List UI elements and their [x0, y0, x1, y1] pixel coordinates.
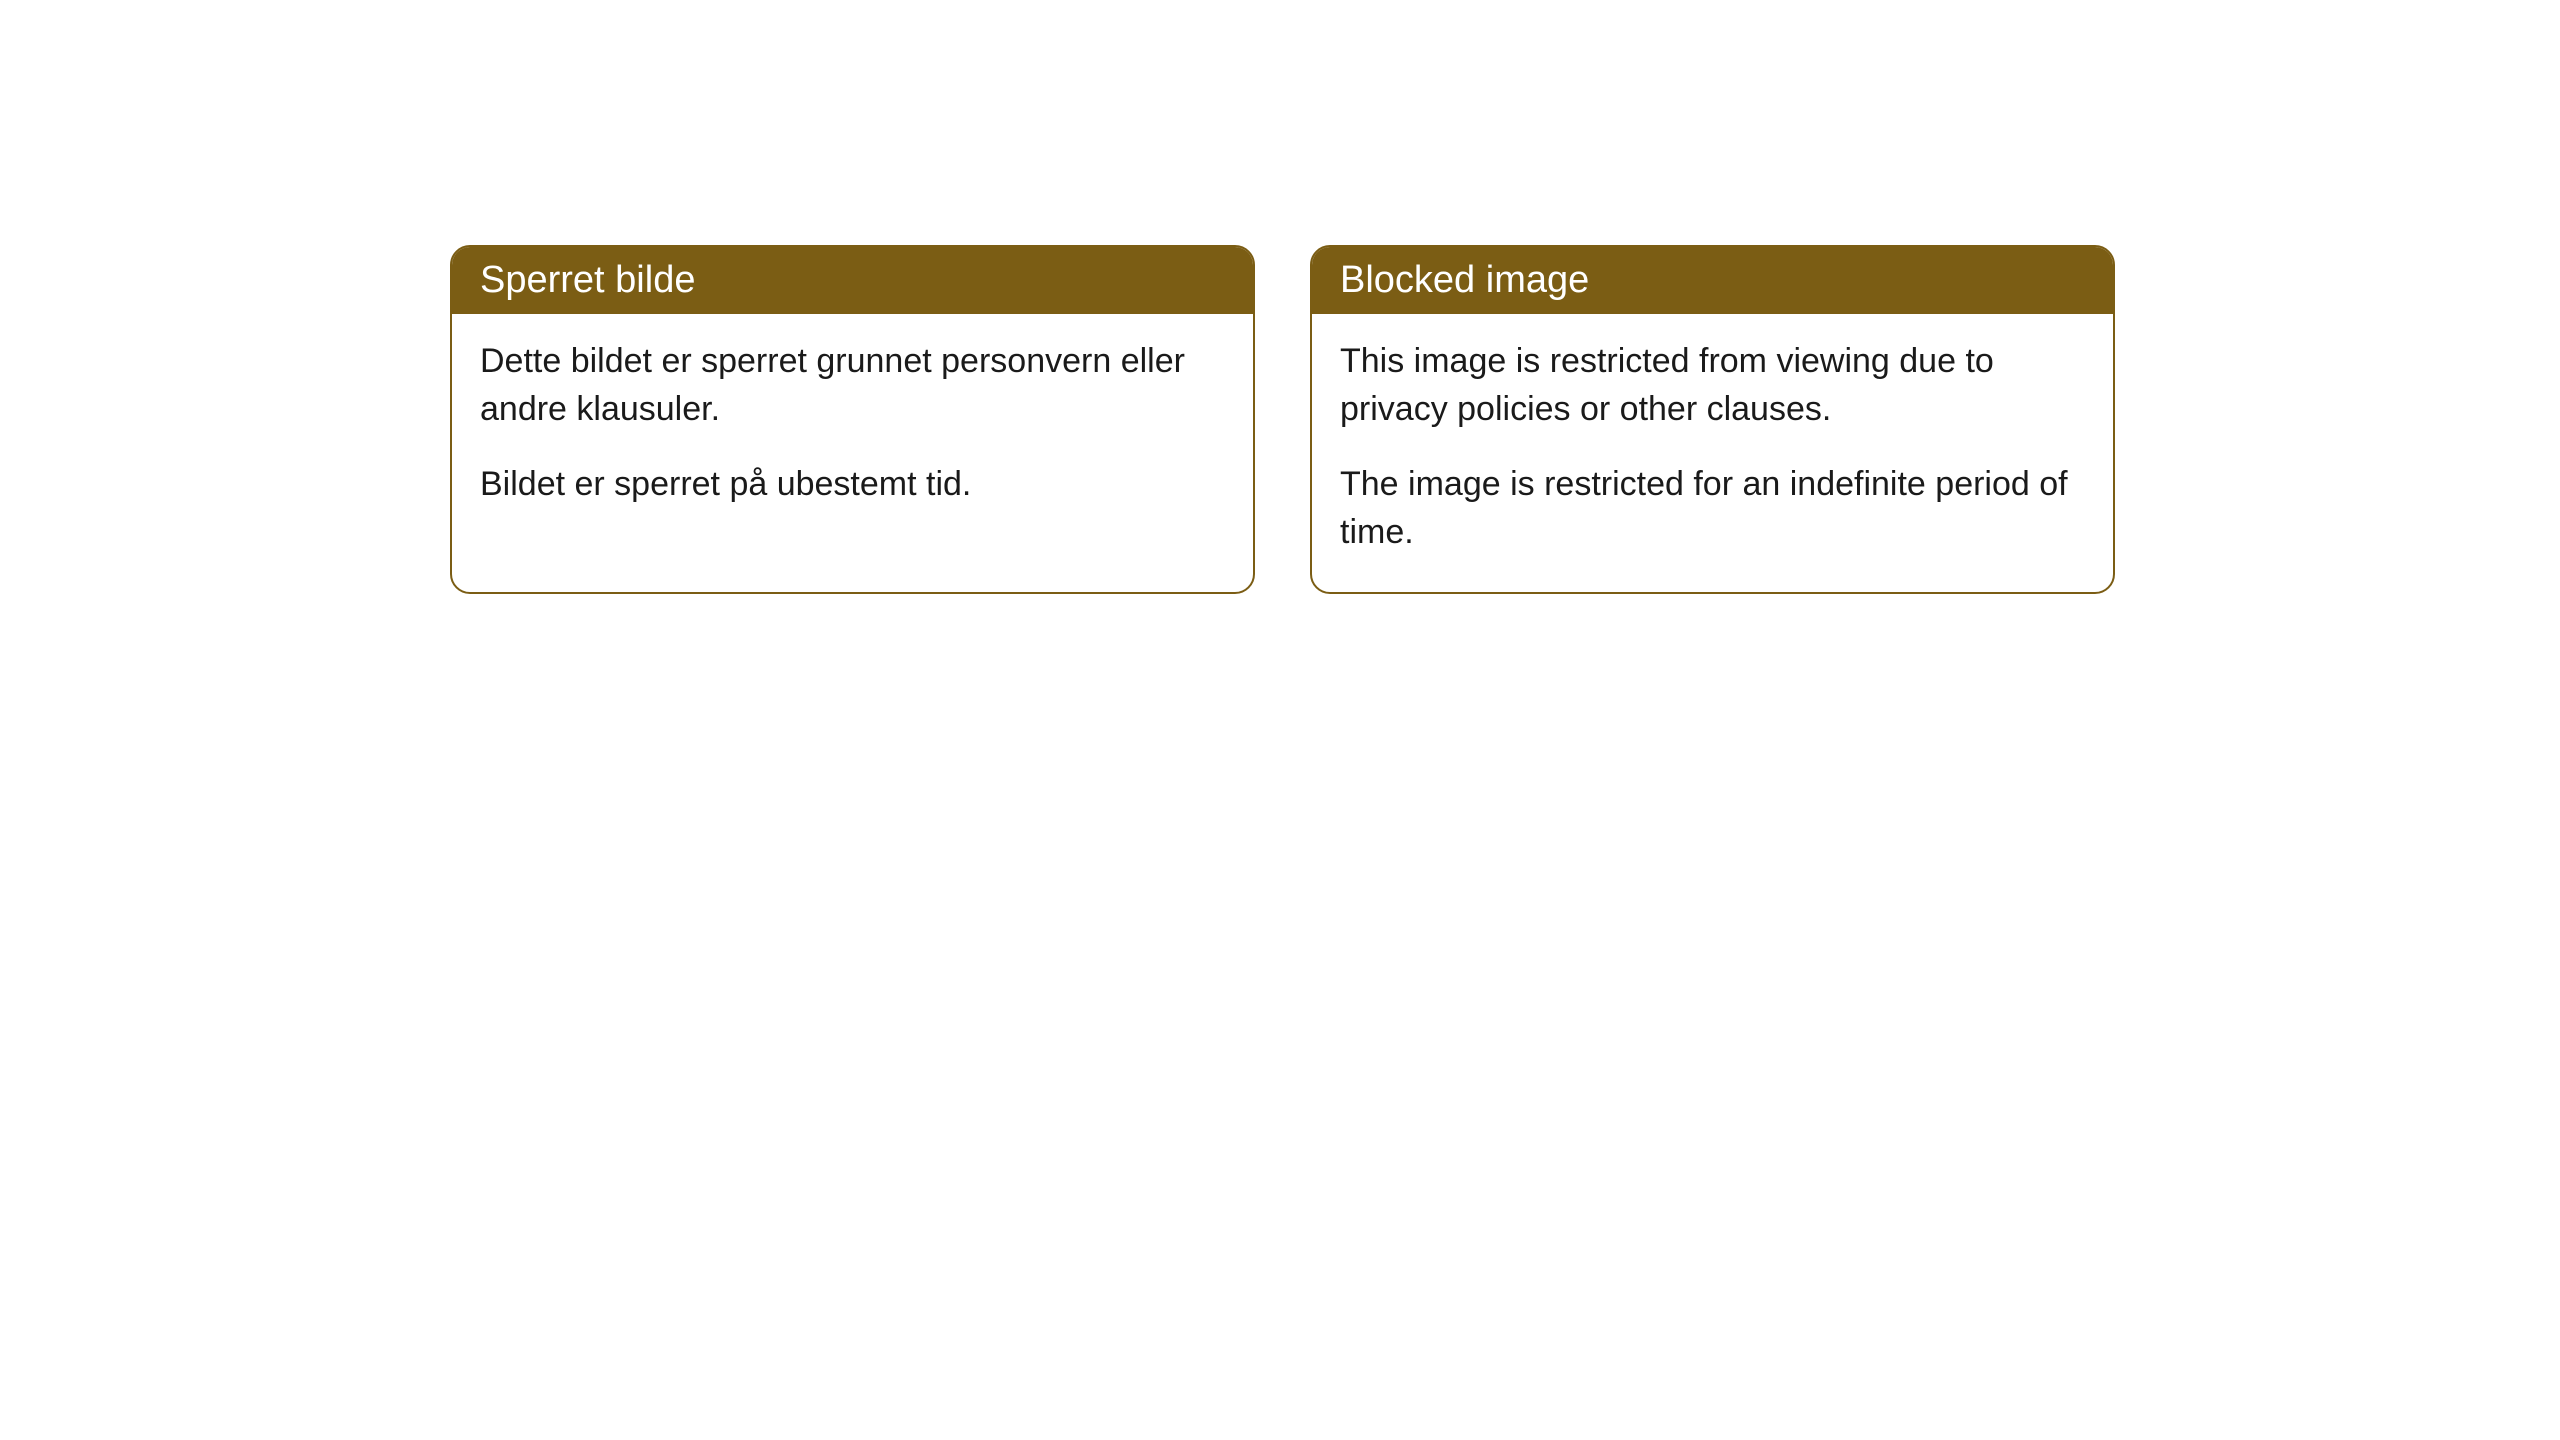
notice-text-paragraph: Bildet er sperret på ubestemt tid.	[480, 461, 1225, 509]
card-header-english: Blocked image	[1312, 247, 2113, 314]
card-body-norwegian: Dette bildet er sperret grunnet personve…	[452, 314, 1253, 545]
notice-text-paragraph: Dette bildet er sperret grunnet personve…	[480, 338, 1225, 433]
card-body-english: This image is restricted from viewing du…	[1312, 314, 2113, 592]
notice-text-paragraph: The image is restricted for an indefinit…	[1340, 461, 2085, 556]
notice-cards-container: Sperret bilde Dette bildet er sperret gr…	[0, 0, 2560, 594]
notice-text-paragraph: This image is restricted from viewing du…	[1340, 338, 2085, 433]
notice-card-norwegian: Sperret bilde Dette bildet er sperret gr…	[450, 245, 1255, 594]
card-header-norwegian: Sperret bilde	[452, 247, 1253, 314]
notice-card-english: Blocked image This image is restricted f…	[1310, 245, 2115, 594]
